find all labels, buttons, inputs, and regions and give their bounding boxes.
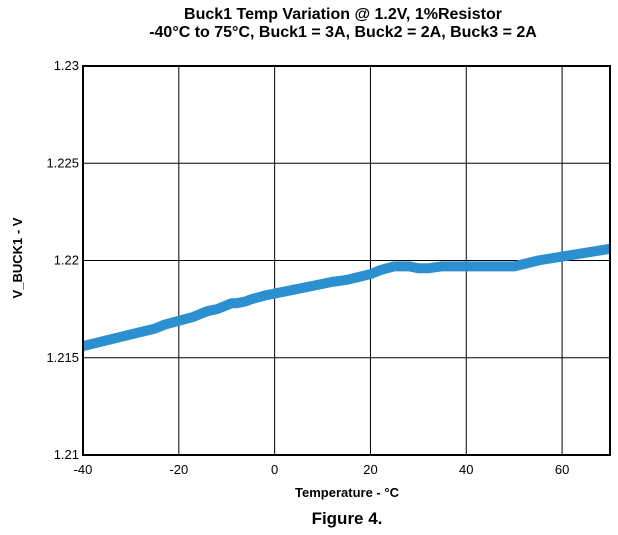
y-tick-labels: 1.21 1.215 1.22 1.225 1.23 [46,58,79,462]
x-axis-label: Temperature - °C [295,485,400,500]
y-tick-label: 1.225 [46,155,79,170]
figure-caption: Figure 4. [312,509,383,528]
y-tick-label: 1.21 [54,447,79,462]
x-tick-label: 60 [555,462,569,477]
x-tick-labels: -40 -20 0 20 40 60 [74,462,570,477]
y-tick-label: 1.22 [54,253,79,268]
x-tick-label: 0 [271,462,278,477]
plot-frame [82,65,611,456]
series-group [81,243,611,351]
y-axis-label: V_BUCK1 - V [10,217,25,298]
y-tick-label: 1.23 [54,58,79,73]
x-tick-label: -40 [74,462,93,477]
series-line-0 [81,243,611,351]
x-tick-label: 40 [459,462,473,477]
y-tick-label: 1.215 [46,350,79,365]
x-tick-label: -20 [169,462,188,477]
x-tick-label: 20 [363,462,377,477]
chart-title-line-1: Buck1 Temp Variation @ 1.2V, 1%Resistor [184,6,502,23]
chart-title-line-2: -40°C to 75°C, Buck1 = 3A, Buck2 = 2A, B… [149,24,537,41]
